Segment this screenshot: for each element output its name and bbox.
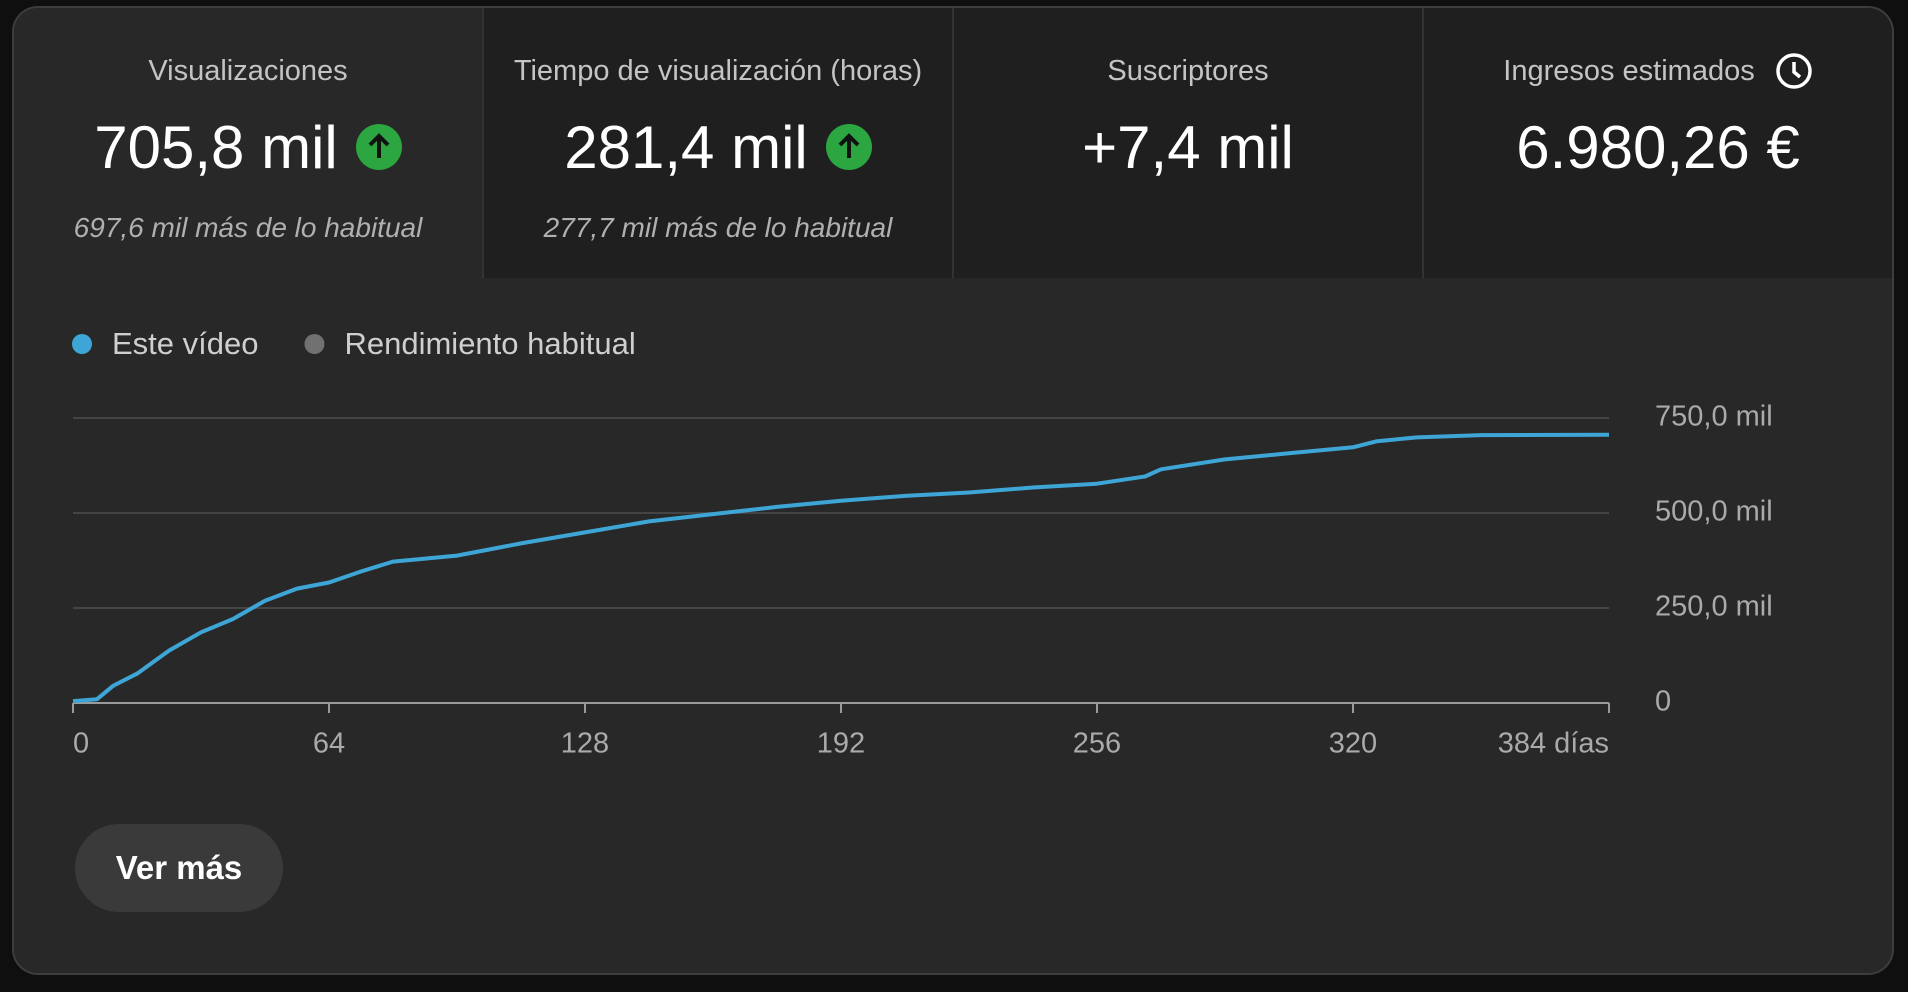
x-tick-label: 0 xyxy=(73,728,89,760)
overview-panel: Visualizaciones 705,8 mil 697,6 mil más … xyxy=(12,6,1894,975)
x-tick-label: 192 xyxy=(817,728,865,760)
card-value: 705,8 mil xyxy=(94,113,338,181)
see-more-button[interactable]: Ver más xyxy=(75,824,283,912)
x-tick-label: 256 xyxy=(1073,728,1121,760)
card-note: 697,6 mil más de lo habitual xyxy=(73,212,423,243)
legend-dot xyxy=(72,334,92,354)
x-tick-label: 320 xyxy=(1329,728,1377,760)
metric-card[interactable]: Suscriptores +7,4 mil xyxy=(952,8,1422,278)
series-line xyxy=(72,432,1610,704)
up-icon xyxy=(825,124,872,170)
card-value: 281,4 mil xyxy=(564,113,808,181)
y-tick-label: 0 xyxy=(1655,686,1671,718)
card-title-row: Ingresos estimados xyxy=(1424,52,1892,90)
up-icon xyxy=(355,124,402,170)
card-value-row: 705,8 mil xyxy=(14,112,482,182)
y-tick-label: 250,0 mil xyxy=(1655,591,1773,623)
card-title: Visualizaciones xyxy=(148,54,348,87)
card-title: Ingresos estimados xyxy=(1503,54,1755,87)
legend-dot xyxy=(304,334,325,354)
x-tick-label: 64 xyxy=(313,728,345,760)
card-title: Tiempo de visualización (horas) xyxy=(513,54,923,87)
metric-card[interactable]: Visualizaciones 705,8 mil 697,6 mil más … xyxy=(14,8,482,278)
legend-label: Rendimiento habitual xyxy=(344,326,635,361)
card-note: 277,7 mil más de lo habitual xyxy=(543,212,893,243)
card-value-row: 281,4 mil xyxy=(484,112,952,182)
metric-cards: Visualizaciones 705,8 mil 697,6 mil más … xyxy=(14,8,1892,278)
metric-card[interactable]: Tiempo de visualización (horas) 281,4 mi… xyxy=(482,8,952,278)
y-tick-label: 500,0 mil xyxy=(1655,496,1773,528)
clock-icon[interactable] xyxy=(1775,52,1813,90)
metric-card[interactable]: Ingresos estimados 6.980,26 € xyxy=(1422,8,1892,278)
y-tick-label: 750,0 mil xyxy=(1655,401,1773,433)
x-tick-label: 128 xyxy=(561,728,609,760)
card-title: Suscriptores xyxy=(1107,54,1269,87)
x-tick-label: 384 días xyxy=(1498,728,1609,760)
legend-label: Este vídeo xyxy=(112,326,258,361)
chart: Este vídeo Rendimiento habitual 0 250,0 mil… xyxy=(72,326,1773,760)
card-value: 6.980,26 € xyxy=(1516,113,1800,181)
card-value: +7,4 mil xyxy=(1082,113,1294,181)
